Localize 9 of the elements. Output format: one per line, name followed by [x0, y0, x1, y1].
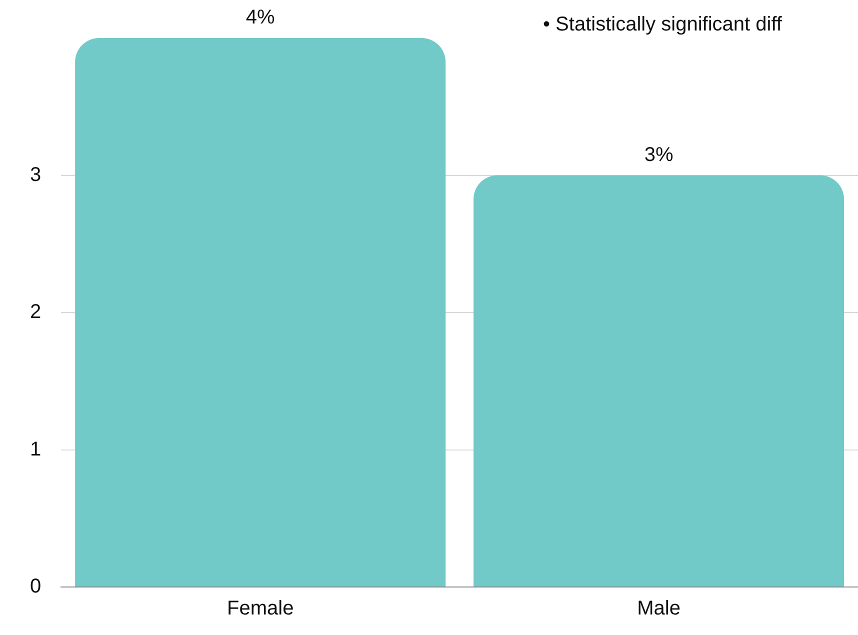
data-label: 4% [246, 6, 276, 29]
y-tick-label: 3 [30, 164, 42, 186]
y-tick-label: 0 [30, 576, 42, 598]
data-label: 3% [644, 144, 674, 166]
y-tick-label: 2 [30, 301, 42, 324]
text: • Statistically significant diff [543, 14, 782, 36]
x-tick-label: Male [637, 598, 680, 620]
x-tick-label: Female [226, 598, 294, 620]
y-tick-label: 1 [30, 438, 42, 460]
